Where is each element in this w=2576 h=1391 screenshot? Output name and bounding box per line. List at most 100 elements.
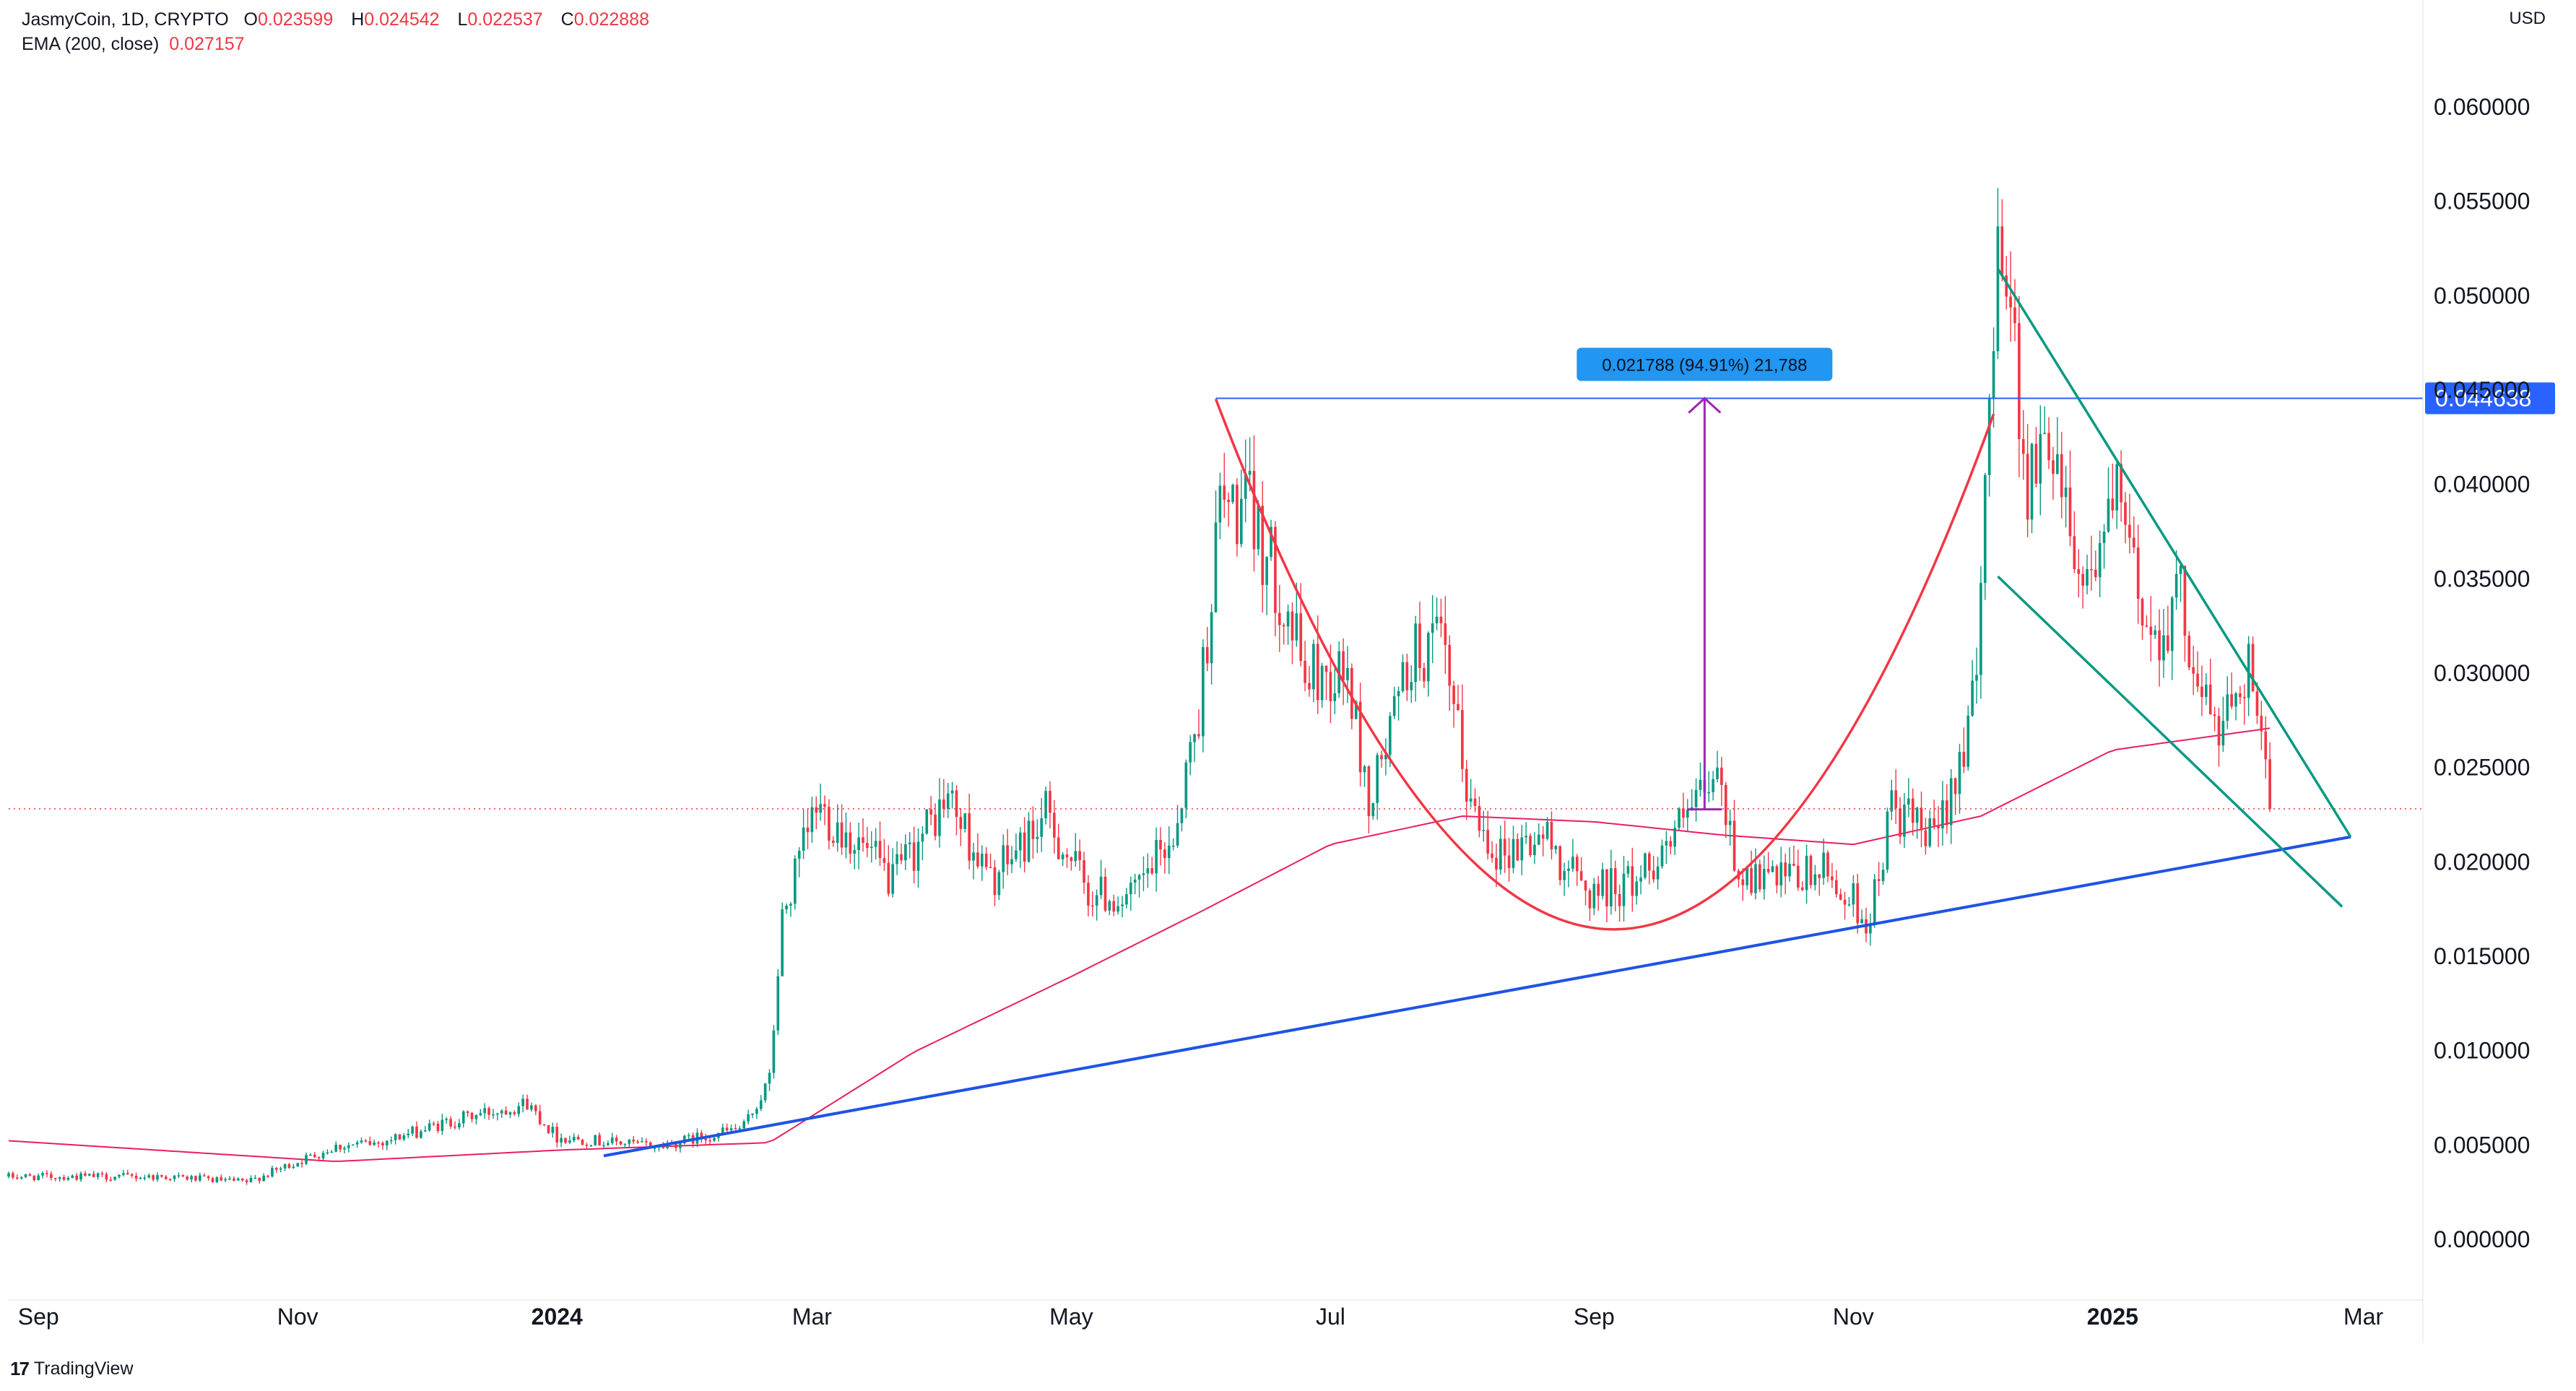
- candle-body[interactable]: [1652, 870, 1655, 880]
- candle-body[interactable]: [1159, 839, 1162, 850]
- candle-body[interactable]: [984, 854, 988, 867]
- candle-body[interactable]: [2234, 693, 2237, 707]
- candle-body[interactable]: [1346, 667, 1349, 680]
- candle-body[interactable]: [1588, 890, 1592, 909]
- candle-body[interactable]: [1575, 857, 1579, 872]
- candle-body[interactable]: [41, 1173, 44, 1176]
- candle-body[interactable]: [1512, 838, 1515, 868]
- candle-body[interactable]: [2064, 487, 2068, 498]
- candle-body[interactable]: [972, 852, 975, 861]
- candle-body[interactable]: [2167, 635, 2169, 651]
- candle-body[interactable]: [1006, 845, 1009, 864]
- candle-body[interactable]: [2170, 597, 2174, 651]
- candle-body[interactable]: [139, 1177, 142, 1179]
- candle-body[interactable]: [564, 1138, 567, 1143]
- candle-body[interactable]: [1205, 646, 1209, 664]
- candle-body[interactable]: [1610, 868, 1613, 906]
- candle-body[interactable]: [1218, 485, 1222, 523]
- candle-body[interactable]: [2128, 524, 2131, 538]
- candle-body[interactable]: [1146, 868, 1150, 874]
- candle-body[interactable]: [2141, 599, 2144, 625]
- candle-body[interactable]: [173, 1175, 176, 1179]
- candle-body[interactable]: [1720, 767, 1723, 785]
- candle-body[interactable]: [1809, 856, 1813, 885]
- candles-group[interactable]: [7, 188, 2271, 1185]
- candle-body[interactable]: [274, 1168, 278, 1170]
- candle-body[interactable]: [2260, 715, 2263, 732]
- candle-body[interactable]: [1852, 883, 1855, 905]
- axes-group[interactable]: 0.060000 0.055000 0.050000 0.045000 0.040000…: [9, 0, 2530, 1343]
- candle-body[interactable]: [1074, 851, 1077, 862]
- candle-body[interactable]: [1579, 871, 1583, 881]
- candle-body[interactable]: [2026, 454, 2029, 520]
- candle-body[interactable]: [411, 1126, 414, 1134]
- candle-body[interactable]: [402, 1135, 406, 1140]
- candle-body[interactable]: [810, 807, 814, 833]
- resistance-price-tag[interactable]: [2425, 382, 2555, 415]
- candle-body[interactable]: [1567, 868, 1570, 871]
- candle-body[interactable]: [785, 905, 788, 910]
- candle-body[interactable]: [351, 1144, 355, 1146]
- candle-body[interactable]: [950, 790, 954, 794]
- candle-body[interactable]: [2077, 569, 2081, 574]
- candle-body[interactable]: [211, 1178, 214, 1182]
- candle-body[interactable]: [666, 1144, 669, 1148]
- candle-body[interactable]: [1333, 693, 1337, 701]
- candle-body[interactable]: [296, 1163, 300, 1167]
- candle-body[interactable]: [921, 833, 924, 842]
- candle-body[interactable]: [857, 837, 860, 850]
- candle-body[interactable]: [2124, 502, 2127, 525]
- candle-body[interactable]: [1958, 752, 1961, 794]
- candle-body[interactable]: [1291, 611, 1294, 641]
- candle-body[interactable]: [1049, 791, 1051, 813]
- candle-body[interactable]: [929, 809, 932, 815]
- candle-body[interactable]: [836, 822, 839, 844]
- candle-body[interactable]: [66, 1177, 70, 1180]
- candle-body[interactable]: [802, 827, 805, 852]
- candle-body[interactable]: [373, 1142, 376, 1145]
- candle-body[interactable]: [1261, 506, 1265, 585]
- candle-body[interactable]: [1214, 522, 1218, 612]
- candle-body[interactable]: [309, 1154, 312, 1156]
- candle-body[interactable]: [649, 1142, 652, 1148]
- candle-body[interactable]: [513, 1112, 516, 1114]
- candle-body[interactable]: [287, 1164, 291, 1169]
- candle-body[interactable]: [1137, 875, 1141, 880]
- candle-body[interactable]: [1036, 836, 1039, 839]
- candle-body[interactable]: [75, 1175, 78, 1180]
- candle-body[interactable]: [2179, 566, 2182, 574]
- candle-body[interactable]: [1499, 838, 1502, 870]
- candle-body[interactable]: [1750, 867, 1753, 893]
- candle-body[interactable]: [423, 1130, 427, 1132]
- candle-body[interactable]: [15, 1177, 19, 1179]
- candle-body[interactable]: [1023, 832, 1026, 862]
- candle-body[interactable]: [675, 1143, 677, 1148]
- candle-body[interactable]: [806, 827, 810, 833]
- candle-body[interactable]: [147, 1175, 151, 1178]
- candle-body[interactable]: [134, 1176, 138, 1179]
- candle-body[interactable]: [2039, 433, 2042, 484]
- candle-body[interactable]: [483, 1108, 487, 1114]
- candle-body[interactable]: [725, 1127, 729, 1131]
- candle-body[interactable]: [326, 1152, 329, 1154]
- candle-body[interactable]: [2034, 443, 2038, 484]
- candle-body[interactable]: [458, 1123, 461, 1127]
- candle-body[interactable]: [797, 851, 801, 859]
- candle-body[interactable]: [19, 1176, 23, 1179]
- candle-body[interactable]: [1818, 874, 1821, 878]
- candle-body[interactable]: [831, 840, 835, 844]
- candle-body[interactable]: [470, 1112, 474, 1119]
- candle-body[interactable]: [32, 1175, 36, 1180]
- candle-body[interactable]: [1070, 857, 1073, 862]
- candle-body[interactable]: [1975, 675, 1978, 681]
- candle-body[interactable]: [1558, 846, 1562, 880]
- candle-body[interactable]: [321, 1153, 325, 1158]
- candle-body[interactable]: [1860, 919, 1863, 924]
- candle-body[interactable]: [2073, 536, 2076, 570]
- candle-body[interactable]: [1762, 869, 1766, 890]
- candle-body[interactable]: [266, 1175, 269, 1177]
- candle-body[interactable]: [1236, 485, 1239, 545]
- candle-body[interactable]: [355, 1142, 359, 1145]
- candle-body[interactable]: [1728, 820, 1732, 826]
- candle-body[interactable]: [538, 1111, 542, 1124]
